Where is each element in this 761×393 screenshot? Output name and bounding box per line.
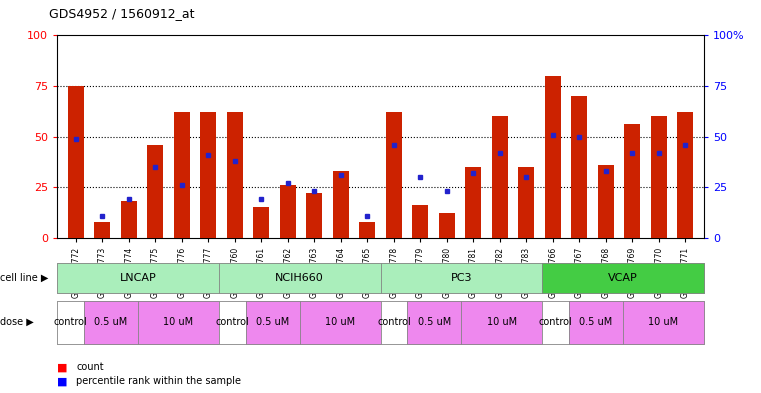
Text: GDS4952 / 1560912_at: GDS4952 / 1560912_at: [49, 7, 195, 20]
Bar: [227, 112, 243, 238]
Bar: [492, 116, 508, 238]
Text: dose ▶: dose ▶: [0, 317, 33, 327]
Text: 0.5 uM: 0.5 uM: [579, 317, 613, 327]
Text: count: count: [76, 362, 103, 373]
Text: percentile rank within the sample: percentile rank within the sample: [76, 376, 241, 386]
Bar: [572, 96, 587, 238]
Bar: [677, 112, 693, 238]
Text: control: control: [377, 317, 411, 327]
Text: ■: ■: [57, 362, 68, 373]
Bar: [280, 185, 296, 238]
Text: 0.5 uM: 0.5 uM: [256, 317, 289, 327]
Bar: [94, 222, 110, 238]
Bar: [545, 76, 561, 238]
Text: 10 uM: 10 uM: [487, 317, 517, 327]
Text: 0.5 uM: 0.5 uM: [418, 317, 451, 327]
Bar: [121, 201, 137, 238]
Text: ■: ■: [57, 376, 68, 386]
Text: 10 uM: 10 uM: [164, 317, 193, 327]
Bar: [465, 167, 481, 238]
Bar: [624, 125, 640, 238]
Text: VCAP: VCAP: [608, 273, 638, 283]
Bar: [174, 112, 189, 238]
Text: control: control: [539, 317, 572, 327]
Bar: [68, 86, 84, 238]
Text: cell line ▶: cell line ▶: [0, 273, 49, 283]
Text: control: control: [54, 317, 88, 327]
Text: LNCAP: LNCAP: [119, 273, 156, 283]
Text: 0.5 uM: 0.5 uM: [94, 317, 128, 327]
Bar: [518, 167, 534, 238]
Text: 10 uM: 10 uM: [325, 317, 355, 327]
Text: NCIH660: NCIH660: [275, 273, 324, 283]
Bar: [412, 206, 428, 238]
Bar: [439, 213, 455, 238]
Bar: [386, 112, 402, 238]
Bar: [359, 222, 375, 238]
Bar: [598, 165, 614, 238]
Text: PC3: PC3: [451, 273, 472, 283]
Bar: [200, 112, 216, 238]
Bar: [333, 171, 349, 238]
Bar: [147, 145, 163, 238]
Text: 10 uM: 10 uM: [648, 317, 679, 327]
Text: control: control: [215, 317, 249, 327]
Bar: [651, 116, 667, 238]
Bar: [306, 193, 322, 238]
Bar: [253, 208, 269, 238]
